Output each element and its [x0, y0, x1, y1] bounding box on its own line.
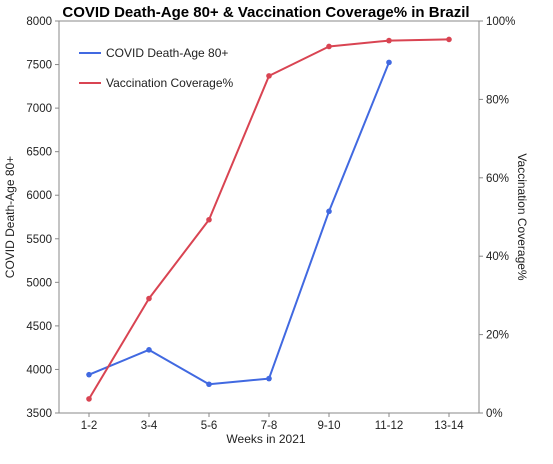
left-axis: 3500 4000 4500 5000 5500 6000 6500 7000 7500 8000 [26, 16, 59, 420]
x-tick-label: 13-14 [434, 420, 464, 432]
right-tick-label: 60% [486, 173, 509, 185]
left-tick-label: 7500 [26, 60, 52, 72]
data-point-vaccination [86, 396, 92, 402]
data-point-vaccination [266, 73, 272, 79]
left-tick-label: 8000 [26, 16, 52, 28]
left-tick-label: 7000 [26, 103, 52, 115]
right-tick-label: 20% [486, 330, 509, 342]
right-axis-label: Vaccination Coverage% [515, 153, 529, 281]
left-tick-label: 4000 [26, 364, 52, 376]
left-tick-label: 3500 [26, 408, 52, 420]
data-point-vaccination [326, 43, 332, 50]
right-tick-label: 40% [486, 251, 509, 263]
data-point-deaths [206, 381, 212, 388]
data-point-vaccination [446, 36, 452, 43]
left-axis-label: COVID Death-Age 80+ [3, 156, 17, 278]
legend-label-vaccination: Vaccination Coverage% [106, 76, 234, 90]
x-tick-label: 3-4 [141, 420, 158, 432]
left-tick-label: 6000 [26, 190, 52, 202]
right-tick-label: 80% [486, 94, 509, 106]
series-layer [86, 36, 452, 402]
x-tick-label: 1-2 [81, 420, 98, 432]
series-line-vaccination [88, 38, 450, 400]
data-point-deaths [146, 347, 152, 353]
x-tick-label: 9-10 [317, 420, 340, 432]
data-point-deaths [266, 375, 272, 382]
data-point-vaccination [206, 216, 212, 223]
data-point-deaths [326, 208, 332, 215]
right-tick-label: 100% [486, 16, 515, 28]
left-tick-label: 6500 [26, 147, 52, 159]
left-tick-label: 5500 [26, 234, 52, 246]
data-point-deaths [86, 371, 92, 378]
data-point-vaccination [386, 37, 392, 44]
legend: COVID Death-Age 80+ Vaccination Coverage… [79, 46, 234, 90]
data-point-vaccination [146, 295, 152, 302]
left-tick-label: 5000 [26, 277, 52, 289]
left-tick-label: 4500 [26, 321, 52, 333]
x-tick-label: 11-12 [375, 420, 404, 432]
x-tick-label: 7-8 [261, 420, 278, 432]
x-tick-label: 5-6 [201, 420, 218, 432]
right-tick-label: 0% [486, 408, 503, 420]
legend-label-deaths: COVID Death-Age 80+ [106, 46, 228, 60]
data-point-deaths [386, 59, 392, 66]
right-axis: 0% 20% 40% 60% 80% 100% [479, 16, 515, 420]
x-axis-label: Weeks in 2021 [226, 432, 305, 446]
chart-title: COVID Death-Age 80+ & Vaccination Covera… [62, 4, 469, 21]
x-axis: 1-2 3-4 5-6 7-8 9-10 11-12 13-14 [81, 413, 464, 432]
series-line-deaths [88, 62, 390, 386]
